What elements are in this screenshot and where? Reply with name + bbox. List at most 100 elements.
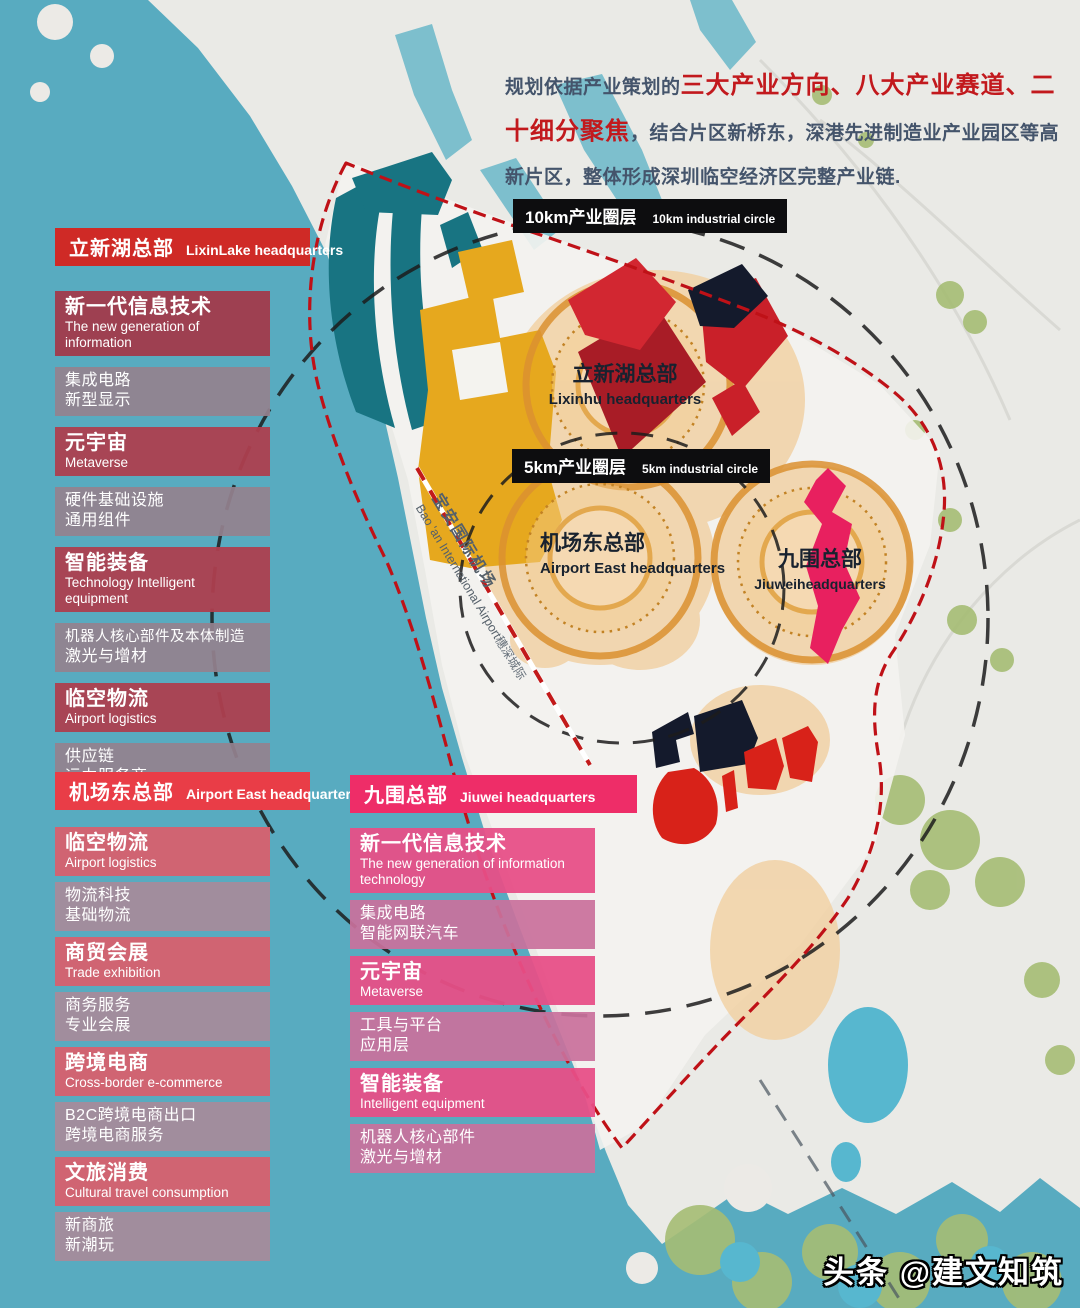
watermark: 头条 @建文知筑	[823, 1255, 1064, 1290]
intro-text-highlight: 三大产业方向、八大产业赛道、二十细分聚焦	[505, 72, 1056, 145]
roads	[758, 58, 1080, 741]
islets	[30, 4, 772, 1284]
industry-item: 机器人核心部件及本体制造 激光与增材	[55, 623, 270, 672]
pill-10km-zh: 10km产业圈层	[525, 208, 637, 227]
section-lixinhu: 立新湖总部 LixinLake headquarters 新一代信息技术 The…	[55, 228, 343, 803]
item-zh: 商贸会展	[65, 942, 149, 964]
item-en: Metaverse	[65, 455, 129, 470]
item-zh: 临空物流	[65, 688, 149, 710]
item-zh2: 专业会展	[65, 1017, 132, 1034]
item-en: The new generation of information	[65, 319, 200, 350]
section-lixinhu-title-zh: 立新湖总部	[69, 238, 174, 260]
item-zh: 新一代信息技术	[360, 833, 507, 855]
industry-item: 智能装备 Technology Intelligent equipment	[55, 547, 270, 612]
section-jiuwei-title-zh: 九围总部	[364, 785, 448, 807]
section-airport-east-items: 临空物流 Airport logistics 物流科技 基础物流 商贸会展 Tr…	[55, 827, 270, 1261]
map-label-lixinhu-zh: 立新湖总部	[572, 363, 678, 386]
boundary-red-dashed	[308, 161, 947, 1150]
item-zh: 商务服务	[65, 997, 132, 1014]
item-en: Trade exhibition	[65, 965, 161, 980]
item-en: Cross-border e-commerce	[65, 1075, 223, 1090]
industry-item: 集成电路 新型显示	[55, 367, 270, 416]
pill-10km: 10km产业圈层 10km industrial circle	[513, 199, 788, 233]
intro-text-dark-2: ，结合片区新桥东，深港先进制造业产业园区等高新片区，整体形成深圳临空经济区完整产…	[505, 123, 1060, 188]
industry-item: 机器人核心部件 激光与增材	[350, 1124, 595, 1173]
map-label-lixinhu-en: Lixinhu headquarters	[548, 391, 702, 408]
item-zh: 机器人核心部件及本体制造	[65, 629, 245, 645]
item-zh: 工具与平台	[360, 1017, 443, 1034]
item-en: Airport logistics	[65, 711, 157, 726]
item-zh2: 应用层	[360, 1037, 410, 1054]
item-en: Airport logistics	[65, 855, 157, 870]
item-zh: 集成电路	[360, 905, 427, 922]
item-zh: 智能装备	[65, 552, 149, 574]
industry-item: 临空物流 Airport logistics	[55, 683, 270, 732]
item-zh: 供应链	[65, 748, 115, 765]
industry-item: 物流科技 基础物流	[55, 882, 270, 931]
industry-item: 商务服务 专业会展	[55, 992, 270, 1041]
intro-paragraph: 规划依据产业策划的三大产业方向、八大产业赛道、二十细分聚焦，结合片区新桥东，深港…	[505, 64, 1071, 200]
section-jiuwei-items: 新一代信息技术 The new generation of informatio…	[350, 828, 595, 1173]
item-zh2: 基础物流	[65, 907, 132, 924]
pill-5km-zh: 5km产业圈层	[524, 458, 627, 477]
item-zh: 智能装备	[360, 1073, 444, 1095]
item-zh2: 激光与增材	[65, 648, 148, 665]
pill-10km-en: 10km industrial circle	[652, 212, 776, 226]
section-jiuwei-header: 九围总部 Jiuwei headquarters	[350, 775, 637, 813]
section-jiuwei: 九围总部 Jiuwei headquarters 新一代信息技术 The new…	[350, 775, 637, 1180]
item-zh: 物流科技	[65, 887, 132, 904]
item-en: The new generation of information techno…	[360, 856, 565, 887]
section-lixinhu-items: 新一代信息技术 The new generation of informatio…	[55, 291, 270, 792]
industry-item: 跨境电商 Cross-border e-commerce	[55, 1047, 270, 1096]
map-label-lixinhu: 立新湖总部 Lixinhu headquarters	[520, 358, 730, 408]
intro-text-dark: 规划依据产业策划的	[505, 77, 681, 98]
section-lixinhu-header: 立新湖总部 LixinLake headquarters	[55, 228, 343, 266]
industry-item: 工具与平台 应用层	[350, 1012, 595, 1061]
map-label-jiuwei-zh: 九围总部	[778, 548, 862, 571]
item-zh2: 通用组件	[65, 512, 132, 529]
yellow-gap	[452, 342, 508, 400]
map-label-jiuwei-en: Jiuweiheadquarters	[754, 576, 886, 592]
item-zh: 元宇宙	[65, 432, 128, 454]
item-en: Metaverse	[360, 984, 424, 999]
item-zh2: 新潮玩	[65, 1237, 115, 1254]
section-airport-east: 机场东总部 Airport East headquarters 临空物流 Air…	[55, 772, 359, 1267]
item-zh: 元宇宙	[360, 961, 423, 983]
item-en: Technology Intelligent equipment	[65, 575, 195, 606]
industry-item: 新一代信息技术 The new generation of informatio…	[350, 828, 595, 893]
industry-item: 临空物流 Airport logistics	[55, 827, 270, 876]
map-label-airport-east-zh: 机场东总部	[540, 532, 645, 555]
item-zh: B2C跨境电商出口	[65, 1107, 197, 1124]
item-zh2: 智能网联汽车	[360, 925, 460, 942]
pill-5km: 5km产业圈层 5km industrial circle	[512, 449, 771, 483]
industry-item: B2C跨境电商出口 跨境电商服务	[55, 1102, 270, 1151]
ring-airport-east	[498, 456, 702, 660]
item-zh: 新商旅	[65, 1217, 115, 1234]
industry-item: 元宇宙 Metaverse	[350, 956, 595, 1005]
item-zh: 集成电路	[65, 372, 132, 389]
item-en: Cultural travel consumption	[65, 1185, 229, 1200]
item-zh: 机器人核心部件	[360, 1129, 476, 1146]
item-en: Intelligent equipment	[360, 1096, 485, 1111]
industry-item: 智能装备 Intelligent equipment	[350, 1068, 595, 1117]
map-label-airport-east-en: Airport East headquarters	[540, 560, 726, 577]
section-airport-east-title-en: Airport East headquarters	[186, 786, 359, 802]
item-zh2: 跨境电商服务	[65, 1127, 165, 1144]
industry-item: 集成电路 智能网联汽车	[350, 900, 595, 949]
item-zh: 临空物流	[65, 832, 149, 854]
item-zh: 跨境电商	[65, 1052, 149, 1074]
item-zh: 硬件基础设施	[65, 492, 165, 509]
section-airport-east-header: 机场东总部 Airport East headquarters	[55, 772, 359, 810]
map-label-airport-east: 机场东总部 Airport East headquarters	[540, 527, 730, 577]
section-airport-east-title-zh: 机场东总部	[69, 782, 174, 804]
industry-item: 硬件基础设施 通用组件	[55, 487, 270, 536]
industry-item: 元宇宙 Metaverse	[55, 427, 270, 476]
industry-item: 新商旅 新潮玩	[55, 1212, 270, 1261]
section-jiuwei-title-en: Jiuwei headquarters	[460, 789, 596, 805]
industry-item: 新一代信息技术 The new generation of informatio…	[55, 291, 270, 356]
district-red-north	[568, 258, 788, 458]
industry-item: 文旅消费 Cultural travel consumption	[55, 1157, 270, 1206]
gray-dashed-line	[758, 1079, 902, 1301]
industry-item: 商贸会展 Trade exhibition	[55, 937, 270, 986]
item-zh: 新一代信息技术	[65, 296, 212, 318]
